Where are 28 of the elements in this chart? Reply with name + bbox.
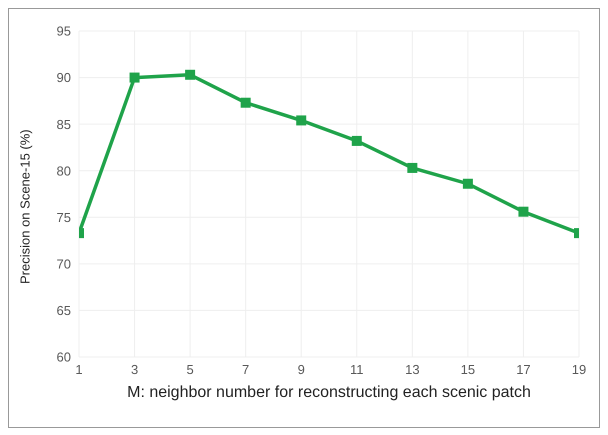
point [518, 206, 528, 217]
point [130, 72, 140, 83]
x-tick-label: 19 [572, 362, 586, 378]
x-tick-label: 13 [405, 362, 420, 378]
x-tick-label: 11 [350, 362, 364, 378]
y-tick-label: 95 [56, 24, 71, 39]
y-tick-label: 75 [56, 210, 71, 225]
y-tick-label: 60 [56, 350, 71, 365]
point [462, 178, 473, 189]
y-tick-label: 70 [56, 256, 71, 272]
y-axis-title: Precision on Scene-15 (%) [18, 129, 33, 284]
x-tick-label: 7 [242, 362, 250, 378]
x-tick-label: 3 [130, 362, 138, 378]
x-tick-label: 15 [460, 362, 476, 378]
y-tick-label: 85 [56, 116, 71, 132]
point [185, 70, 196, 80]
y-tick-label: 80 [56, 163, 71, 178]
point [296, 115, 306, 126]
x-tick-label: 17 [516, 362, 531, 378]
point [240, 98, 251, 108]
x-tick-label: 9 [298, 362, 305, 378]
x-tick-label: 1 [75, 362, 83, 378]
x-tick-label: 5 [186, 362, 194, 378]
y-tick-label: 90 [56, 70, 71, 86]
point [407, 162, 418, 173]
point [352, 136, 362, 146]
y-tick-label: 65 [56, 303, 71, 318]
x-axis-title: M: neighbor number for reconstructing each scenic patch [127, 384, 531, 401]
